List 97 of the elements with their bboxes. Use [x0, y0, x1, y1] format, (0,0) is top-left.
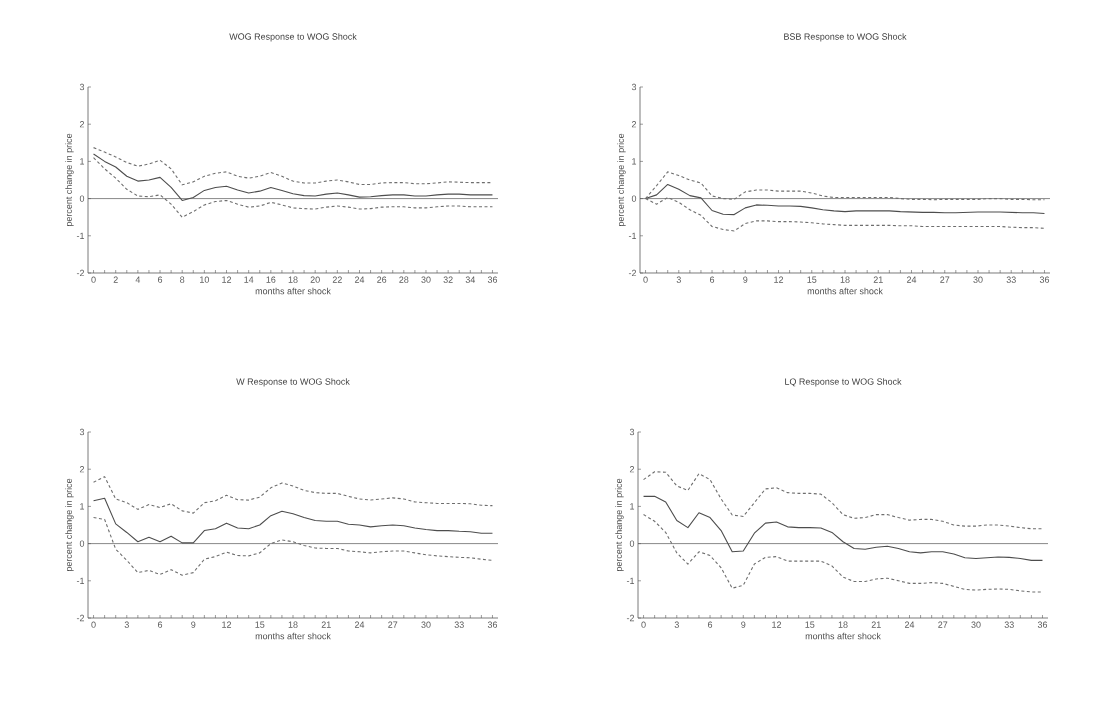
x-tick-label: 0	[641, 621, 646, 628]
x-tick-label: 3	[676, 276, 681, 283]
x-tick-label: 9	[743, 276, 748, 283]
x-tick-label: 36	[1039, 276, 1050, 283]
x-tick-label: 30	[421, 621, 431, 628]
x-tick-label: 30	[971, 621, 981, 628]
y-axis-title: percent change in price	[617, 133, 626, 227]
x-tick-label: 33	[454, 621, 464, 628]
y-tick-label: -2	[628, 269, 637, 277]
x-tick-label: 36	[1037, 621, 1048, 628]
chart-title: WOG Response to WOG Shock	[229, 33, 357, 42]
x-tick-label: 27	[938, 621, 948, 628]
x-tick-label: 9	[191, 621, 196, 628]
x-tick-label: 15	[807, 276, 817, 283]
x-tick-label: 9	[741, 621, 746, 628]
x-axis-title: months after shock	[255, 287, 331, 295]
x-tick-label: 6	[708, 621, 713, 628]
x-tick-label: 36	[487, 276, 498, 283]
x-tick-label: 8	[180, 276, 185, 283]
x-tick-label: 15	[255, 621, 265, 628]
chart-title: LQ Response to WOG Shock	[785, 378, 902, 387]
x-tick-label: 28	[399, 276, 409, 283]
x-tick-label: 6	[157, 276, 163, 283]
x-tick-label: 33	[1006, 276, 1016, 283]
x-tick-label: 26	[377, 276, 387, 283]
y-tick-label: 0	[79, 540, 85, 547]
x-tick-label: 0	[643, 276, 648, 283]
y-tick-label: -1	[626, 577, 635, 584]
x-tick-label: 12	[222, 276, 232, 283]
y-tick-label: 2	[79, 466, 85, 473]
y-tick-label: 1	[632, 158, 637, 165]
x-tick-label: 16	[266, 276, 276, 283]
x-tick-label: 21	[871, 621, 881, 628]
x-tick-label: 0	[91, 621, 96, 628]
x-tick-label: 6	[157, 621, 163, 628]
y-tick-label: 1	[80, 503, 85, 510]
x-tick-label: 36	[487, 621, 498, 628]
y-tick-label: 2	[79, 121, 85, 128]
y-tick-label: 3	[79, 83, 85, 91]
y-tick-label: 0	[629, 540, 635, 547]
x-tick-label: 27	[388, 621, 398, 628]
y-tick-label: 1	[80, 158, 85, 165]
x-tick-label: 32	[443, 276, 453, 283]
x-tick-label: 18	[288, 621, 298, 628]
x-tick-label: 33	[1004, 621, 1014, 628]
y-tick-label: 3	[629, 428, 635, 436]
x-tick-label: 30	[973, 276, 983, 283]
x-tick-label: 4	[135, 276, 141, 283]
chart-title: W Response to WOG Shock	[236, 378, 350, 387]
y-tick-label: 3	[631, 83, 637, 91]
x-axis-title: months after shock	[805, 632, 881, 640]
x-axis-title: months after shock	[807, 287, 883, 295]
y-tick-label: 1	[630, 503, 635, 510]
x-tick-label: 21	[873, 276, 883, 283]
x-axis-title: months after shock	[255, 632, 331, 640]
x-tick-label: 20	[310, 276, 320, 283]
line-series	[92, 517, 494, 576]
y-tick-label: 2	[631, 121, 637, 128]
x-tick-label: 18	[838, 621, 848, 628]
y-tick-label: -2	[626, 614, 635, 622]
y-tick-label: -1	[76, 232, 85, 239]
x-tick-label: 0	[91, 276, 96, 283]
y-tick-label: 0	[631, 195, 637, 202]
y-axis-title: percent change in price	[615, 478, 624, 572]
y-tick-label: 2	[629, 466, 635, 473]
x-tick-label: 24	[354, 621, 365, 628]
x-tick-label: 22	[332, 276, 342, 283]
line-series	[92, 497, 494, 544]
y-tick-label: -2	[76, 269, 85, 277]
chart-title: BSB Response to WOG Shock	[784, 33, 907, 42]
x-tick-label: 24	[906, 276, 917, 283]
y-axis-title: percent change in price	[65, 133, 74, 227]
x-tick-label: 18	[288, 276, 298, 283]
x-tick-label: 24	[904, 621, 915, 628]
x-tick-label: 3	[124, 621, 129, 628]
y-tick-label: -2	[76, 614, 85, 622]
y-tick-label: 3	[79, 428, 85, 436]
x-tick-label: 3	[674, 621, 679, 628]
x-tick-label: 2	[113, 276, 118, 283]
x-tick-label: 15	[805, 621, 815, 628]
x-tick-label: 21	[321, 621, 331, 628]
x-tick-label: 12	[772, 621, 782, 628]
x-tick-label: 27	[940, 276, 950, 283]
x-tick-label: 18	[840, 276, 850, 283]
x-tick-label: 30	[421, 276, 431, 283]
x-tick-label: 14	[244, 276, 254, 283]
x-tick-label: 6	[710, 276, 715, 283]
y-tick-label: -1	[628, 232, 637, 239]
x-tick-label: 34	[465, 276, 476, 283]
y-tick-label: -1	[76, 577, 85, 584]
y-axis-title: percent change in price	[65, 478, 74, 572]
y-tick-label: 0	[79, 195, 85, 202]
x-tick-label: 24	[354, 276, 365, 283]
x-tick-label: 12	[774, 276, 784, 283]
line-series	[643, 471, 1044, 530]
x-tick-label: 10	[200, 276, 209, 283]
x-tick-label: 12	[222, 621, 232, 628]
